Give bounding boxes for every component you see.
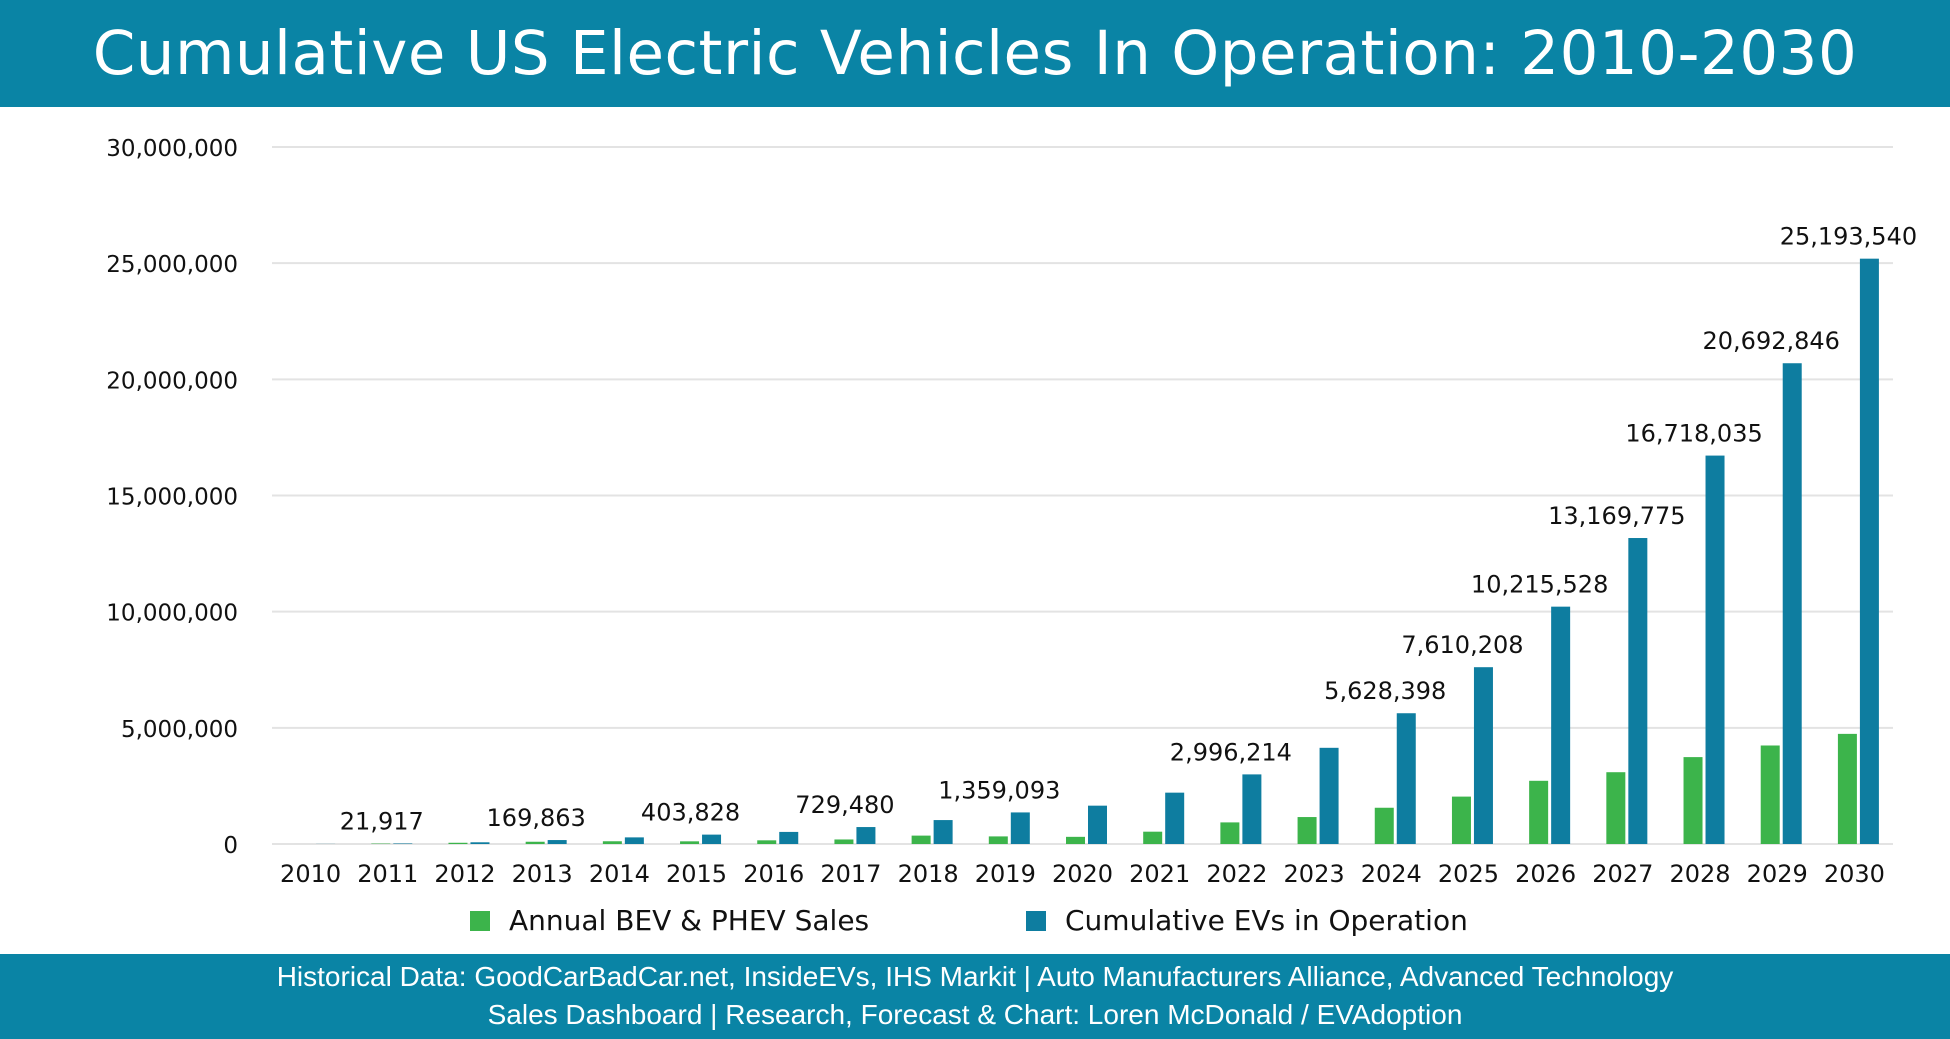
bar-cumulative-evs	[393, 843, 413, 844]
x-tick-label: 2026	[1515, 860, 1576, 888]
data-label: 1,359,093	[938, 776, 1060, 804]
y-tick-label: 20,000,000	[106, 368, 238, 394]
legend-swatch	[470, 911, 490, 931]
bar-annual-sales	[1683, 757, 1703, 844]
source-line-1: Historical Data: GoodCarBadCar.net, Insi…	[276, 961, 1674, 992]
data-label: 7,610,208	[1401, 631, 1523, 659]
bar-cumulative-evs	[1010, 812, 1030, 844]
bar-cumulative-evs	[1396, 713, 1416, 844]
bar-cumulative-evs	[1628, 538, 1648, 844]
gridlines	[272, 146, 1893, 845]
x-tick-label: 2023	[1284, 860, 1345, 888]
chart-header: Cumulative US Electric Vehicles In Opera…	[0, 0, 1950, 107]
bar-cumulative-evs	[624, 837, 644, 844]
bar-annual-sales	[525, 841, 545, 844]
bar-cumulative-evs	[1705, 455, 1725, 844]
bar-cumulative-evs	[1782, 363, 1802, 844]
y-tick-label: 30,000,000	[106, 136, 238, 162]
y-tick-label: 15,000,000	[106, 485, 238, 511]
data-label: 169,863	[487, 804, 586, 832]
bar-cumulative-evs	[1088, 805, 1107, 844]
data-label: 21,917	[340, 807, 424, 835]
bar-cumulative-evs	[1473, 667, 1493, 844]
x-tick-label: 2028	[1669, 860, 1730, 888]
data-label: 13,169,775	[1548, 502, 1685, 530]
bar-annual-sales	[988, 836, 1008, 844]
bar-annual-sales	[680, 841, 700, 844]
bar-annual-sales	[448, 842, 468, 844]
data-label: 403,828	[641, 799, 740, 827]
x-tick-label: 2010	[280, 860, 341, 888]
data-label: 2,996,214	[1170, 738, 1292, 766]
bar-annual-sales	[1066, 836, 1085, 844]
bar-annual-sales	[1143, 831, 1163, 844]
x-tick-label: 2018	[898, 860, 959, 888]
legend-swatch	[1026, 911, 1046, 931]
x-tick-label: 2022	[1206, 860, 1267, 888]
bar-chart: 0 5,000,000 10,000,000 15,000,000 20,000,000…	[106, 136, 1917, 937]
x-tick-label: 2029	[1747, 860, 1808, 888]
x-tick-label: 2019	[975, 860, 1036, 888]
x-tick-label: 2011	[357, 860, 418, 888]
legend: Annual BEV & PHEV Sales Cumulative EVs in…	[470, 904, 1468, 937]
x-tick-label: 2016	[743, 860, 804, 888]
bar-annual-sales	[602, 841, 622, 844]
data-label: 10,215,528	[1471, 571, 1608, 599]
bar-annual-sales	[911, 835, 931, 844]
data-label: 20,692,846	[1703, 327, 1840, 355]
bar-annual-sales	[1374, 807, 1394, 844]
x-axis-ticks: 2010 2011 2012 2013 2014 2015 2016 2017 2018 2019…	[280, 860, 1885, 888]
x-tick-label: 2014	[589, 860, 650, 888]
chart-title: Cumulative US Electric Vehicles In Opera…	[92, 18, 1858, 89]
bar-cumulative-evs	[547, 840, 567, 844]
bar-cumulative-evs	[1551, 606, 1571, 844]
chart-area: 0 5,000,000 10,000,000 15,000,000 20,000,000…	[0, 107, 1950, 954]
bar-annual-sales	[1297, 817, 1317, 844]
legend-label: Cumulative EVs in Operation	[1065, 904, 1468, 937]
x-tick-label: 2024	[1361, 860, 1422, 888]
source-footer: Historical Data: GoodCarBadCar.net, Insi…	[0, 954, 1950, 1039]
bar-annual-sales	[757, 840, 777, 844]
bar-cumulative-evs	[702, 834, 722, 844]
source-line-2: Sales Dashboard | Research, Forecast & C…	[487, 999, 1463, 1030]
legend-label: Annual BEV & PHEV Sales	[509, 904, 869, 937]
x-tick-label: 2017	[820, 860, 881, 888]
x-tick-label: 2030	[1824, 860, 1885, 888]
y-axis-ticks: 0 5,000,000 10,000,000 15,000,000 20,000,000…	[106, 136, 238, 859]
legend-item-annual-sales: Annual BEV & PHEV Sales	[470, 904, 869, 937]
bar-cumulative-evs	[779, 831, 799, 844]
bar-annual-sales	[1451, 796, 1471, 844]
x-tick-label: 2015	[666, 860, 727, 888]
x-tick-label: 2013	[512, 860, 573, 888]
bar-cumulative-evs	[1319, 747, 1339, 844]
bar-cumulative-evs	[933, 820, 953, 844]
x-tick-label: 2021	[1129, 860, 1190, 888]
y-tick-label: 25,000,000	[106, 252, 238, 278]
bar-cumulative-evs	[470, 842, 490, 844]
legend-item-cumulative-evs: Cumulative EVs in Operation	[1026, 904, 1468, 937]
bar-cumulative-evs	[1165, 792, 1185, 844]
data-label: 5,628,398	[1324, 677, 1446, 705]
bar-annual-sales	[1837, 733, 1857, 844]
y-tick-label: 0	[223, 833, 238, 859]
bar-cumulative-evs	[1242, 774, 1262, 844]
y-tick-label: 5,000,000	[121, 717, 238, 743]
bar-cumulative-evs	[1859, 258, 1879, 844]
bar-cumulative-evs	[856, 827, 876, 844]
bar-annual-sales	[834, 839, 854, 844]
data-label: 16,718,035	[1625, 420, 1762, 448]
data-labels: 21,917 169,863 403,828 729,480 1,359,093 2,99…	[340, 223, 1917, 836]
bar-annual-sales	[1529, 780, 1549, 844]
data-label: 25,193,540	[1780, 223, 1917, 251]
x-tick-label: 2027	[1592, 860, 1653, 888]
bars	[294, 258, 1879, 844]
y-tick-label: 10,000,000	[106, 601, 238, 627]
data-label: 729,480	[795, 791, 894, 819]
x-tick-label: 2020	[1052, 860, 1113, 888]
x-tick-label: 2025	[1438, 860, 1499, 888]
bar-annual-sales	[1606, 772, 1626, 844]
bar-annual-sales	[1760, 745, 1780, 844]
x-tick-label: 2012	[434, 860, 495, 888]
bar-annual-sales	[1220, 822, 1240, 844]
